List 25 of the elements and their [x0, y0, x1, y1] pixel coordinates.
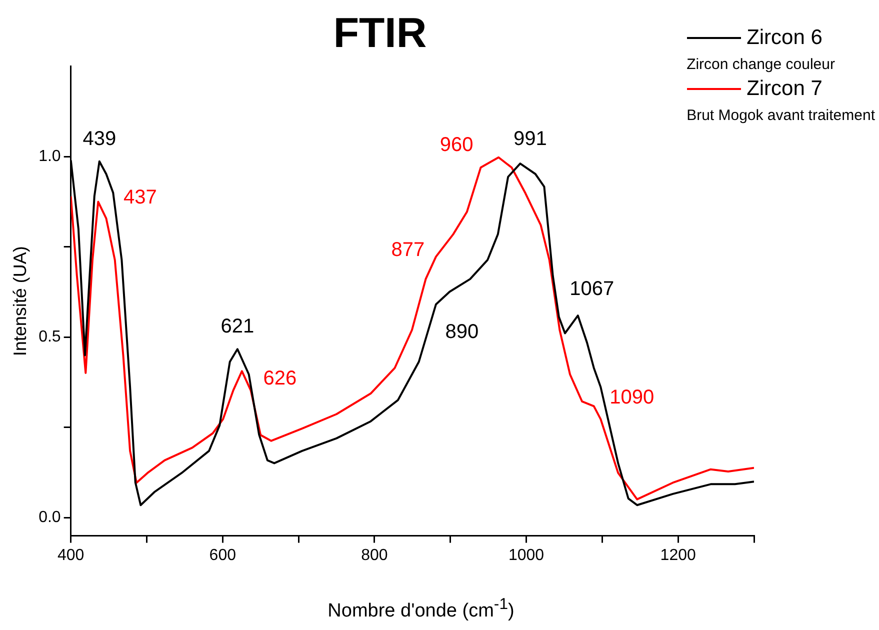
x-tick-label: 800: [361, 546, 388, 564]
annotation: Zircon change couleur: [686, 56, 836, 73]
x-tick-label: 1000: [508, 546, 544, 564]
y-axis-title: Intensité (UA): [10, 246, 30, 356]
annotation: 621: [220, 316, 254, 338]
annotation: 626: [263, 368, 297, 390]
x-tick-label: 400: [57, 546, 84, 564]
x-tick-label: 600: [209, 546, 236, 564]
annotation: 960: [440, 134, 474, 156]
chart-title: FTIR: [333, 8, 427, 56]
annotation: Brut Mogok avant traitement: [686, 107, 875, 124]
annotation: 439: [82, 128, 116, 150]
x-tick-label: 1200: [660, 546, 696, 564]
legend-label: Zircon 7: [746, 77, 822, 101]
annotation: 437: [123, 186, 157, 208]
y-tick-label: 0.5: [38, 328, 61, 346]
y-tick-label: 1.0: [38, 148, 61, 166]
x-axis-title: Nombre d'onde (cm$^{-1}$): [326, 596, 516, 622]
annotation: 1067: [570, 278, 614, 300]
annotation: 890: [445, 320, 479, 343]
y-tick-label: 0.0: [38, 509, 61, 526]
annotation: 1090: [610, 386, 654, 409]
annotation: 991: [514, 128, 547, 150]
annotation: 877: [391, 239, 425, 262]
legend-label: Zircon 6: [746, 26, 822, 50]
